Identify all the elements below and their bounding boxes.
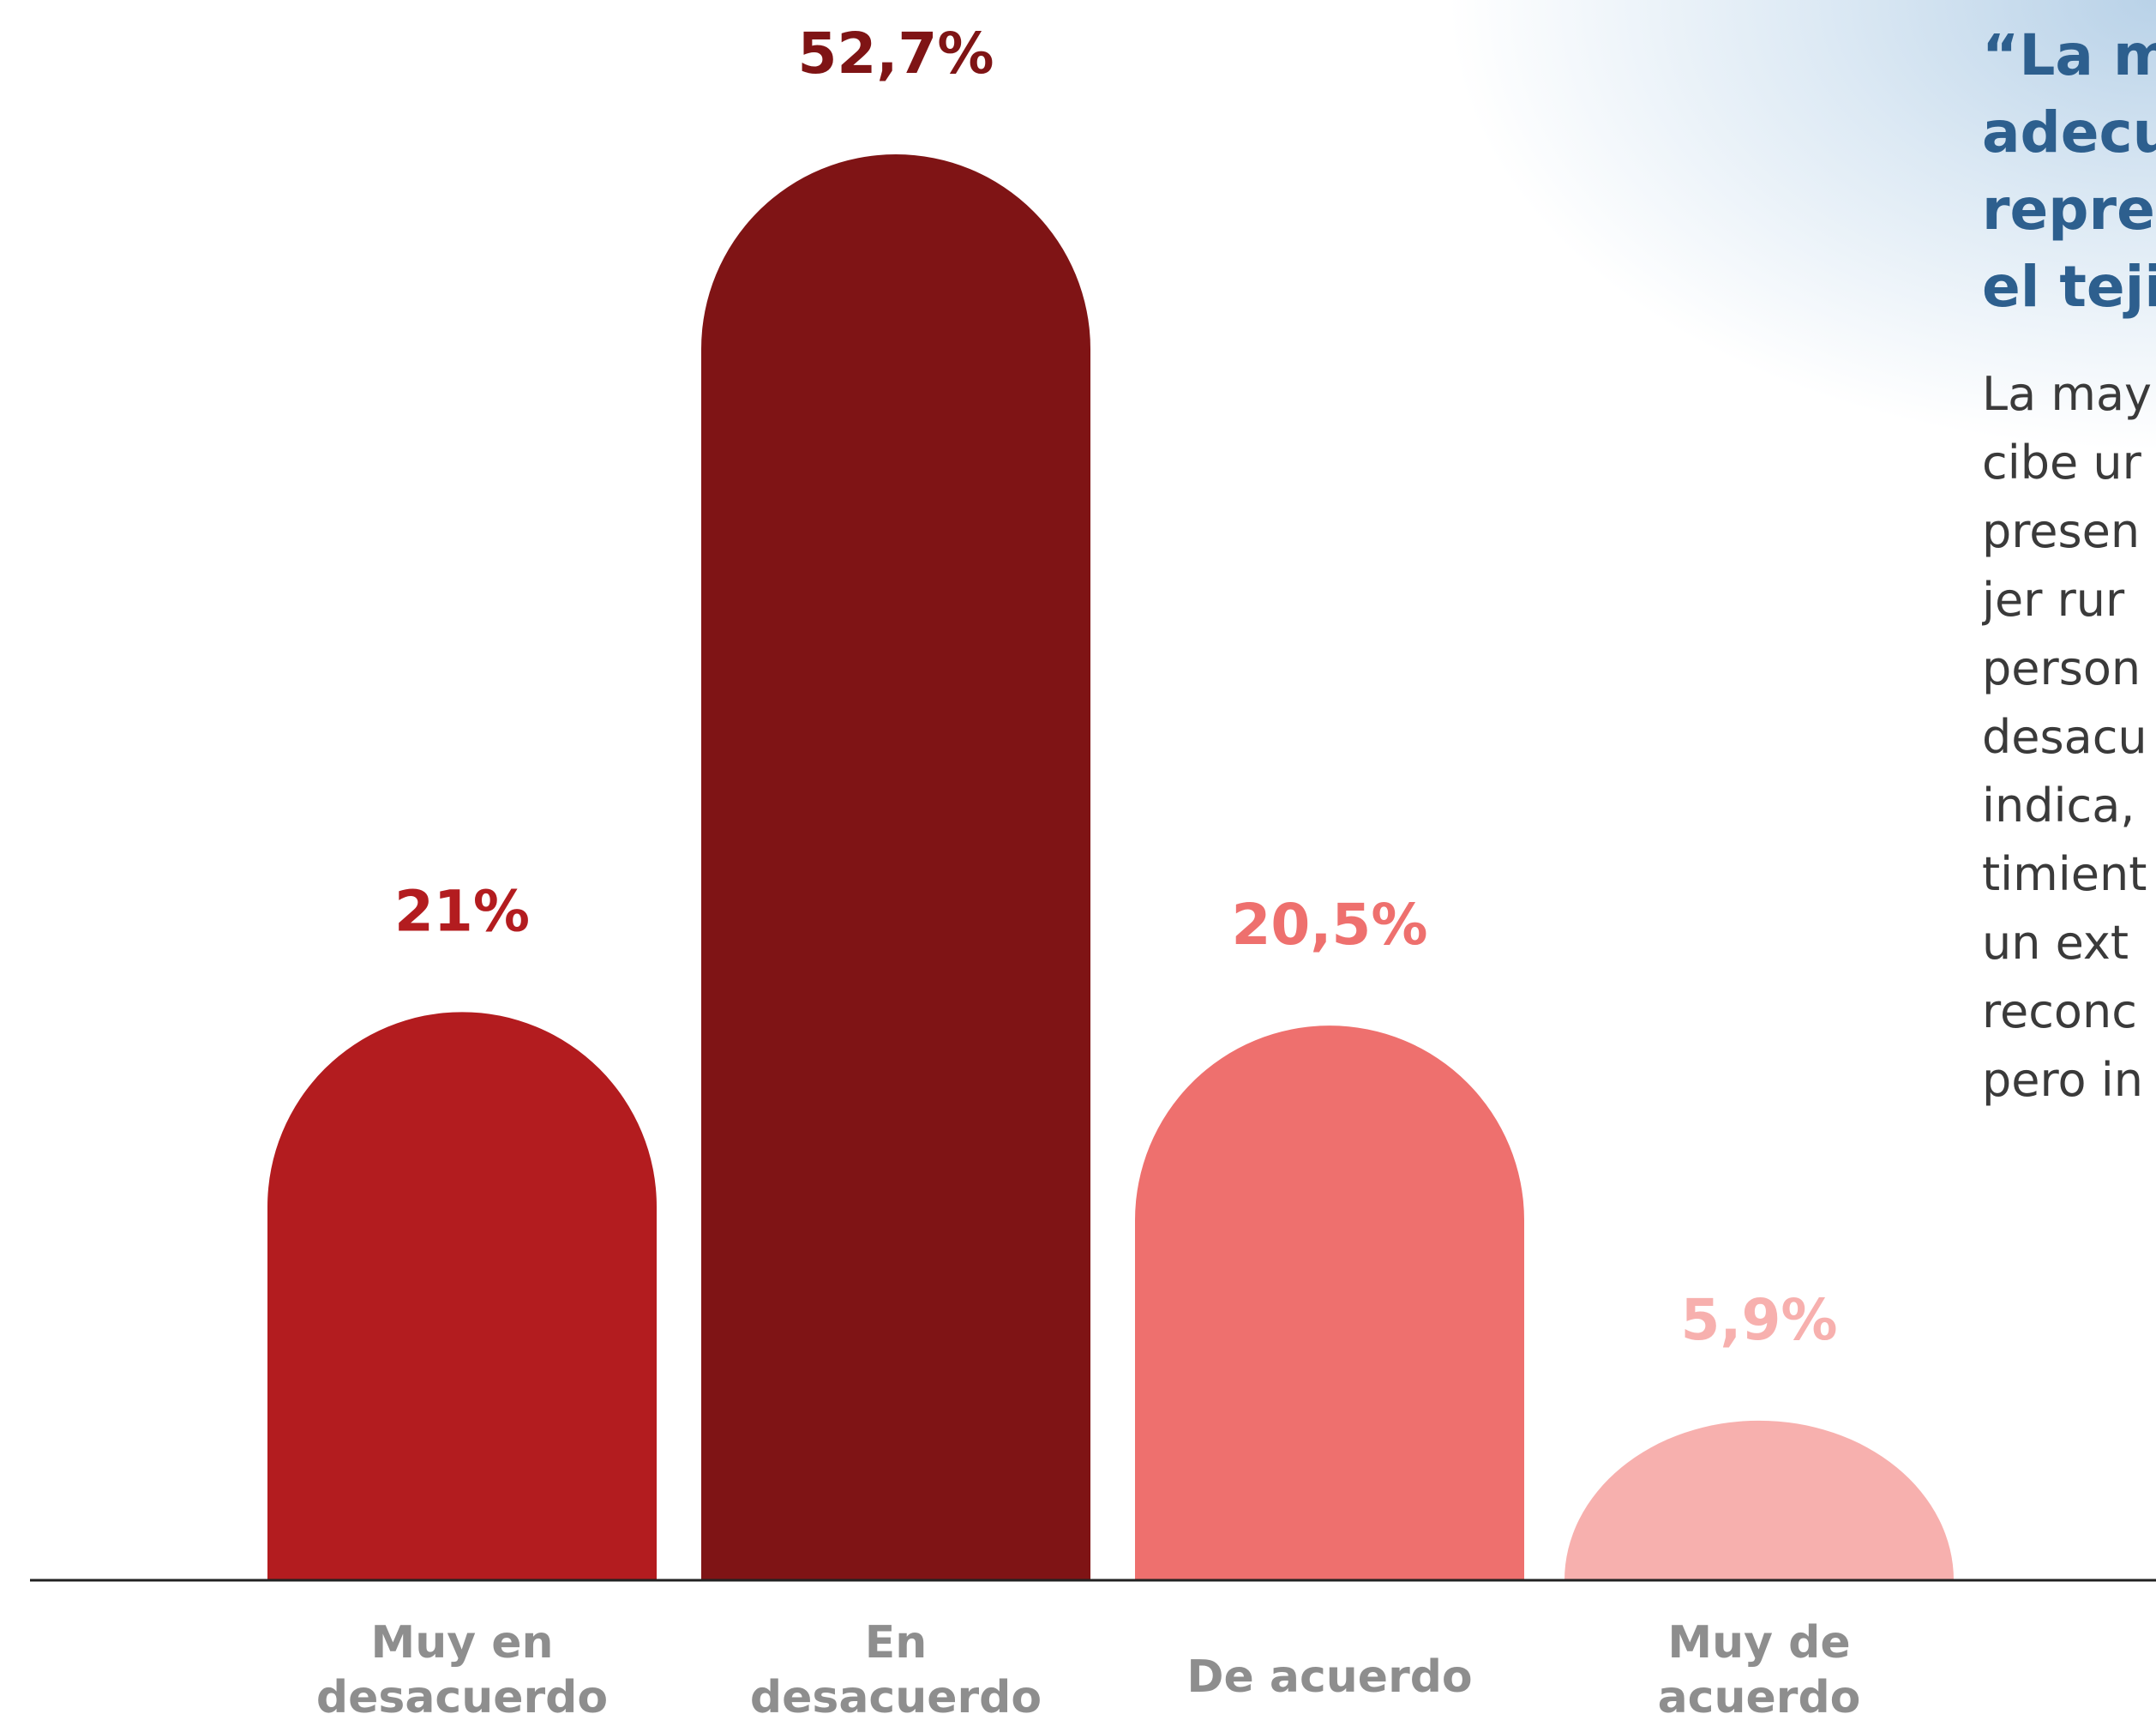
category-label: Muy en	[370, 1617, 553, 1669]
bar-value-label: 20,5%	[1232, 892, 1428, 958]
side-body-text: La may cibe ur presen jer rur person des…	[1982, 360, 2156, 1115]
side-heading-line: repre	[1982, 177, 2155, 243]
category-label: acuerdo	[1658, 1672, 1861, 1720]
bar-2	[701, 154, 1090, 1580]
side-body-line: desacu	[1982, 710, 2147, 764]
side-body-line: indica,	[1982, 779, 2135, 833]
bar-1	[267, 1012, 657, 1580]
side-body-line: La may	[1982, 367, 2152, 421]
bar-4	[1564, 1420, 1954, 1580]
category-label: desacuerdo	[750, 1672, 1042, 1720]
side-heading-line: el teji	[1982, 254, 2156, 320]
side-body-line: jer rur	[1982, 573, 2125, 627]
category-label: De acuerdo	[1186, 1651, 1472, 1703]
category-label: Muy de	[1667, 1617, 1850, 1669]
bar-3	[1135, 1025, 1524, 1580]
side-heading: “La m adecu repre el teji	[1982, 17, 2156, 326]
category-label: En	[865, 1617, 928, 1669]
bar-value-label: 5,9%	[1680, 1287, 1837, 1353]
side-body-line: reconc	[1982, 984, 2137, 1038]
side-heading-line: “La m	[1982, 22, 2156, 88]
side-heading-line: adecu	[1982, 99, 2156, 165]
side-body-line: pero in	[1982, 1053, 2143, 1107]
side-body-line: cibe ur	[1982, 436, 2141, 490]
bar-value-label: 21%	[394, 878, 530, 944]
side-body-line: presen	[1982, 504, 2141, 558]
side-text-panel: “La m adecu repre el teji La may cibe ur…	[1982, 17, 2156, 1132]
side-body-line: person	[1982, 641, 2141, 695]
bar-value-label: 52,7%	[798, 21, 994, 87]
category-label: desacuerdo	[316, 1672, 608, 1720]
side-body-line: timient	[1982, 847, 2147, 901]
bars-group: 21% 52,7% 20,5% 5,9%	[267, 21, 1954, 1580]
side-body-line: un ext	[1982, 916, 2129, 970]
